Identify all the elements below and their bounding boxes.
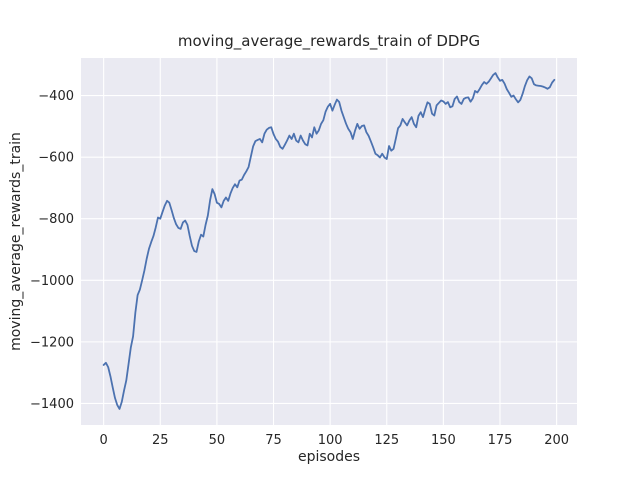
chart-title: moving_average_rewards_train of DDPG (178, 32, 480, 51)
y-tick-label: −400 (38, 89, 74, 104)
x-tick-label: 150 (431, 433, 456, 448)
x-tick-label: 200 (544, 433, 569, 448)
gridlines (81, 58, 577, 425)
x-tick-label: 100 (318, 433, 343, 448)
plot-area (81, 58, 577, 425)
x-tick-label: 125 (374, 433, 399, 448)
x-tick-label: 25 (152, 433, 169, 448)
y-tick-label: −600 (38, 151, 74, 166)
x-tick-label: 0 (100, 433, 108, 448)
y-axis-tick-labels: −400 −600 −800 −1000 −1200 −1400 (30, 89, 74, 412)
data-line-series (102, 72, 556, 410)
y-tick-label: −1000 (30, 274, 74, 289)
y-tick-label: −800 (38, 212, 74, 227)
x-tick-label: 50 (209, 433, 226, 448)
x-tick-label: 175 (488, 433, 513, 448)
x-tick-label: 75 (265, 433, 282, 448)
y-tick-label: −1200 (30, 335, 74, 350)
y-axis-label: moving_average_rewards_train (8, 132, 24, 351)
y-tick-label: −1400 (30, 397, 74, 412)
x-axis-label: episodes (298, 449, 360, 465)
x-axis-tick-labels: 0 25 50 75 100 125 150 175 200 (100, 433, 570, 448)
